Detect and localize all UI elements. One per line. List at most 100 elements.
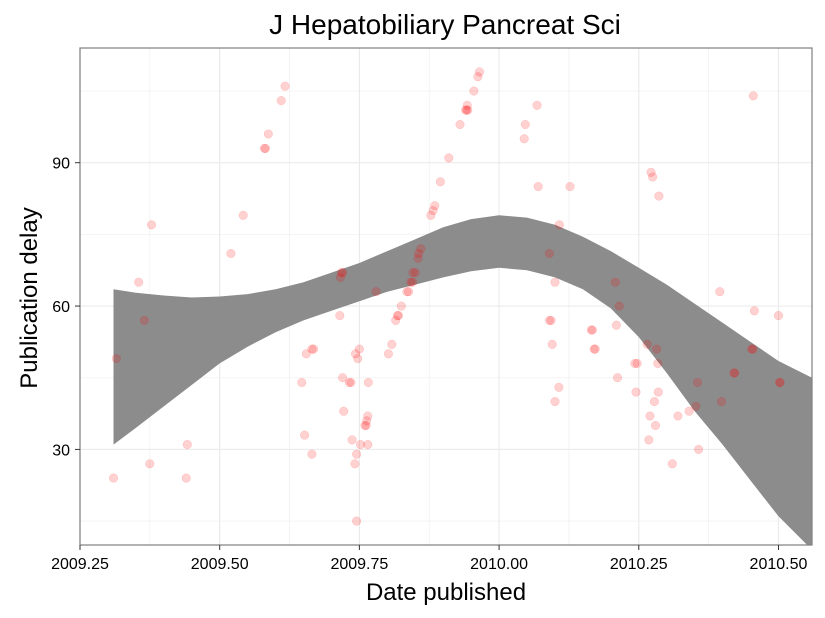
x-axis-title: Date published bbox=[366, 579, 526, 606]
data-point bbox=[300, 430, 310, 440]
data-point bbox=[402, 287, 412, 297]
data-point bbox=[134, 277, 144, 287]
data-point bbox=[146, 220, 157, 230]
data-point bbox=[775, 377, 785, 388]
x-axis: 2009.25 2009.50 2009.75 2010.00 2010.25 2010.… bbox=[51, 545, 807, 573]
data-point bbox=[430, 201, 440, 211]
data-point bbox=[391, 315, 401, 325]
data-point bbox=[414, 248, 424, 259]
data-point bbox=[182, 440, 192, 450]
data-point bbox=[747, 344, 757, 354]
data-point bbox=[461, 105, 471, 115]
y-tick-label: 30 bbox=[52, 442, 70, 459]
data-point bbox=[590, 344, 600, 354]
chart-title: J Hepatobiliary Pancreat Sci bbox=[269, 9, 621, 40]
data-point bbox=[610, 277, 620, 287]
data-point bbox=[463, 105, 473, 115]
data-point bbox=[108, 473, 119, 483]
data-point bbox=[715, 287, 725, 297]
x-tick-label: 2010.00 bbox=[470, 556, 528, 573]
data-point bbox=[544, 315, 554, 325]
data-point bbox=[546, 315, 556, 325]
data-point bbox=[550, 277, 560, 287]
data-point bbox=[586, 325, 596, 335]
data-point bbox=[462, 105, 472, 115]
data-point bbox=[691, 401, 701, 411]
x-tick-label: 2009.25 bbox=[51, 556, 109, 573]
data-point bbox=[363, 411, 373, 421]
data-point bbox=[649, 397, 659, 407]
data-point bbox=[406, 277, 416, 287]
smooth-confidence-ribbon bbox=[113, 215, 812, 545]
data-point bbox=[392, 311, 402, 321]
data-point bbox=[344, 377, 354, 388]
data-point bbox=[469, 86, 479, 96]
data-point bbox=[301, 349, 311, 359]
data-point bbox=[694, 444, 704, 454]
data-point bbox=[338, 268, 348, 278]
data-point bbox=[339, 406, 349, 416]
x-tick-label: 2010.50 bbox=[750, 556, 808, 573]
data-point bbox=[309, 344, 319, 354]
data-point bbox=[363, 440, 373, 450]
data-point bbox=[650, 420, 661, 431]
data-point bbox=[631, 387, 641, 397]
data-point bbox=[773, 311, 784, 321]
data-point bbox=[749, 306, 759, 316]
data-point bbox=[238, 210, 248, 220]
data-point bbox=[280, 81, 290, 91]
data-point bbox=[692, 377, 703, 388]
data-point bbox=[352, 449, 362, 459]
data-point bbox=[404, 287, 414, 297]
data-point bbox=[226, 248, 236, 259]
data-point bbox=[748, 91, 758, 101]
data-point bbox=[532, 100, 542, 110]
data-point bbox=[519, 134, 529, 144]
data-point bbox=[644, 435, 654, 445]
data-point bbox=[355, 440, 366, 450]
data-point bbox=[550, 397, 560, 407]
data-point bbox=[352, 516, 362, 526]
data-point bbox=[259, 143, 269, 153]
data-point bbox=[587, 325, 597, 335]
data-point bbox=[297, 377, 307, 388]
data-point bbox=[645, 411, 655, 421]
data-point bbox=[363, 377, 373, 388]
data-point bbox=[181, 473, 191, 483]
minor-gridlines bbox=[80, 48, 812, 545]
data-point bbox=[338, 373, 348, 383]
data-point bbox=[360, 420, 370, 431]
data-points bbox=[108, 67, 785, 526]
data-point bbox=[716, 397, 727, 407]
data-point bbox=[444, 153, 454, 163]
data-point bbox=[396, 301, 406, 311]
data-point bbox=[554, 220, 564, 230]
data-point bbox=[748, 344, 758, 354]
data-point bbox=[653, 387, 663, 397]
data-point bbox=[383, 349, 393, 359]
data-point bbox=[653, 358, 663, 368]
data-point bbox=[426, 210, 436, 220]
data-point bbox=[307, 344, 317, 354]
data-point bbox=[354, 344, 364, 354]
data-point bbox=[335, 311, 345, 321]
data-point bbox=[775, 377, 785, 388]
data-point bbox=[393, 311, 404, 321]
data-point bbox=[408, 268, 418, 278]
data-point bbox=[462, 100, 472, 110]
data-point bbox=[652, 344, 662, 354]
data-point bbox=[260, 143, 271, 153]
data-point bbox=[361, 420, 371, 431]
y-axis-title: Publication delay bbox=[16, 207, 43, 388]
data-point bbox=[435, 177, 445, 187]
data-point bbox=[276, 96, 286, 106]
data-point bbox=[455, 119, 465, 130]
data-point bbox=[642, 339, 652, 349]
data-point bbox=[520, 119, 530, 130]
data-point bbox=[362, 416, 372, 426]
data-point bbox=[473, 72, 483, 82]
data-point bbox=[611, 320, 621, 330]
data-point bbox=[630, 358, 640, 368]
data-point bbox=[111, 354, 121, 364]
